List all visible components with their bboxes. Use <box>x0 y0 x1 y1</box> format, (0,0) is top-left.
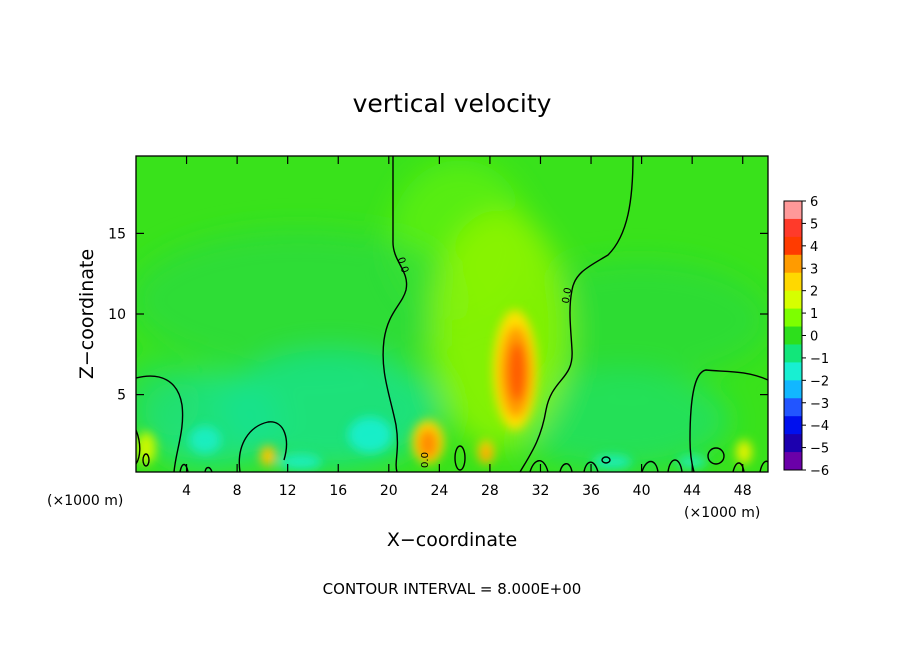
contour-bottom-wiggle <box>179 459 768 472</box>
colorbar-swatch <box>784 416 802 435</box>
x-axis-label: X−coordinate <box>387 529 517 551</box>
colorbar-swatch <box>784 398 802 417</box>
x-tick-label: 48 <box>734 483 752 499</box>
contour-left-bump <box>136 375 184 472</box>
field-smooth-layer <box>136 160 768 470</box>
contour-loop-2 <box>454 445 466 471</box>
y-axis-label: Z−coordinate <box>76 249 98 379</box>
contour-label: 0.0 <box>395 256 410 275</box>
colorbar-swatch <box>784 290 802 310</box>
contour-label: 0.0 <box>561 287 575 305</box>
colorbar-label: −2 <box>810 374 829 389</box>
contour-loop-4 <box>601 456 611 464</box>
colorbar-swatch <box>784 308 802 328</box>
x-tick-label: 32 <box>532 483 550 499</box>
x-axis-ticks: 4 8 12 16 20 24 28 32 36 40 44 48 <box>182 156 752 499</box>
colorbar-label: −1 <box>810 352 829 367</box>
colorbar-swatch <box>784 452 802 471</box>
colorbar-label: 2 <box>810 285 818 300</box>
zero-contours <box>136 156 768 472</box>
colorbar-label: −5 <box>810 442 829 457</box>
colorbar-swatch <box>784 362 802 381</box>
x-tick-label: 16 <box>329 483 347 499</box>
colorbar-swatch <box>784 344 802 363</box>
chart-title: vertical velocity <box>353 89 552 118</box>
x-tick-label: 44 <box>683 483 701 499</box>
colorbar-swatch <box>784 272 802 292</box>
y-tick-label: 5 <box>117 388 126 404</box>
x-tick-label: 20 <box>380 483 398 499</box>
contour-label-group: 0.0 0.0 0.0 <box>395 256 575 468</box>
x-tick-label: 12 <box>279 483 297 499</box>
contour-interval-note: CONTOUR INTERVAL = 8.000E+00 <box>323 580 582 598</box>
colorbar-label: 1 <box>810 307 818 322</box>
colorbar: 6 5 4 3 2 1 0 −1 −2 −3 −4 −5 −6 <box>783 195 829 479</box>
contour-right-bump <box>689 369 768 472</box>
x-tick-label: 8 <box>233 483 242 499</box>
colorbar-swatch <box>784 434 802 453</box>
x-tick-label: 4 <box>182 483 191 499</box>
contour-label: 0.0 <box>420 452 431 468</box>
y-tick-label: 15 <box>108 226 126 242</box>
x-unit-label-right: (×1000 m) <box>684 505 760 521</box>
x-tick-label: 24 <box>430 483 448 499</box>
colorbar-label: −6 <box>810 464 829 479</box>
colorbar-label: −4 <box>810 419 829 434</box>
contour-bottom-small-1 <box>136 429 141 465</box>
colorbar-swatch <box>784 254 802 274</box>
colorbar-swatch <box>784 201 802 220</box>
contour-loop-1 <box>142 453 150 467</box>
contour-loop-3 <box>707 447 725 465</box>
x-tick-label: 28 <box>481 483 499 499</box>
colorbar-label: −3 <box>810 397 829 412</box>
colorbar-label: 5 <box>810 217 818 232</box>
x-unit-label-left: (×1000 m) <box>47 493 123 509</box>
field-detail-layer <box>136 310 752 470</box>
velocity-field: 0.0 0.0 0.0 <box>136 156 768 472</box>
x-tick-label: 40 <box>633 483 651 499</box>
colorbar-swatch <box>784 326 802 345</box>
colorbar-label: 0 <box>810 330 818 345</box>
colorbar-label: 4 <box>810 240 818 255</box>
contour-bump-12 <box>238 421 288 472</box>
y-tick-label: 10 <box>108 307 126 323</box>
colorbar-label: 3 <box>810 262 818 277</box>
contour-line-right <box>519 156 634 472</box>
contour-line-left <box>382 156 408 472</box>
colorbar-swatch <box>784 236 802 256</box>
colorbar-swatch <box>784 380 802 399</box>
x-tick-label: 36 <box>582 483 600 499</box>
y-axis-ticks: 5 10 15 <box>108 226 768 404</box>
colorbar-label: 6 <box>810 195 818 210</box>
colorbar-swatch <box>784 218 802 238</box>
